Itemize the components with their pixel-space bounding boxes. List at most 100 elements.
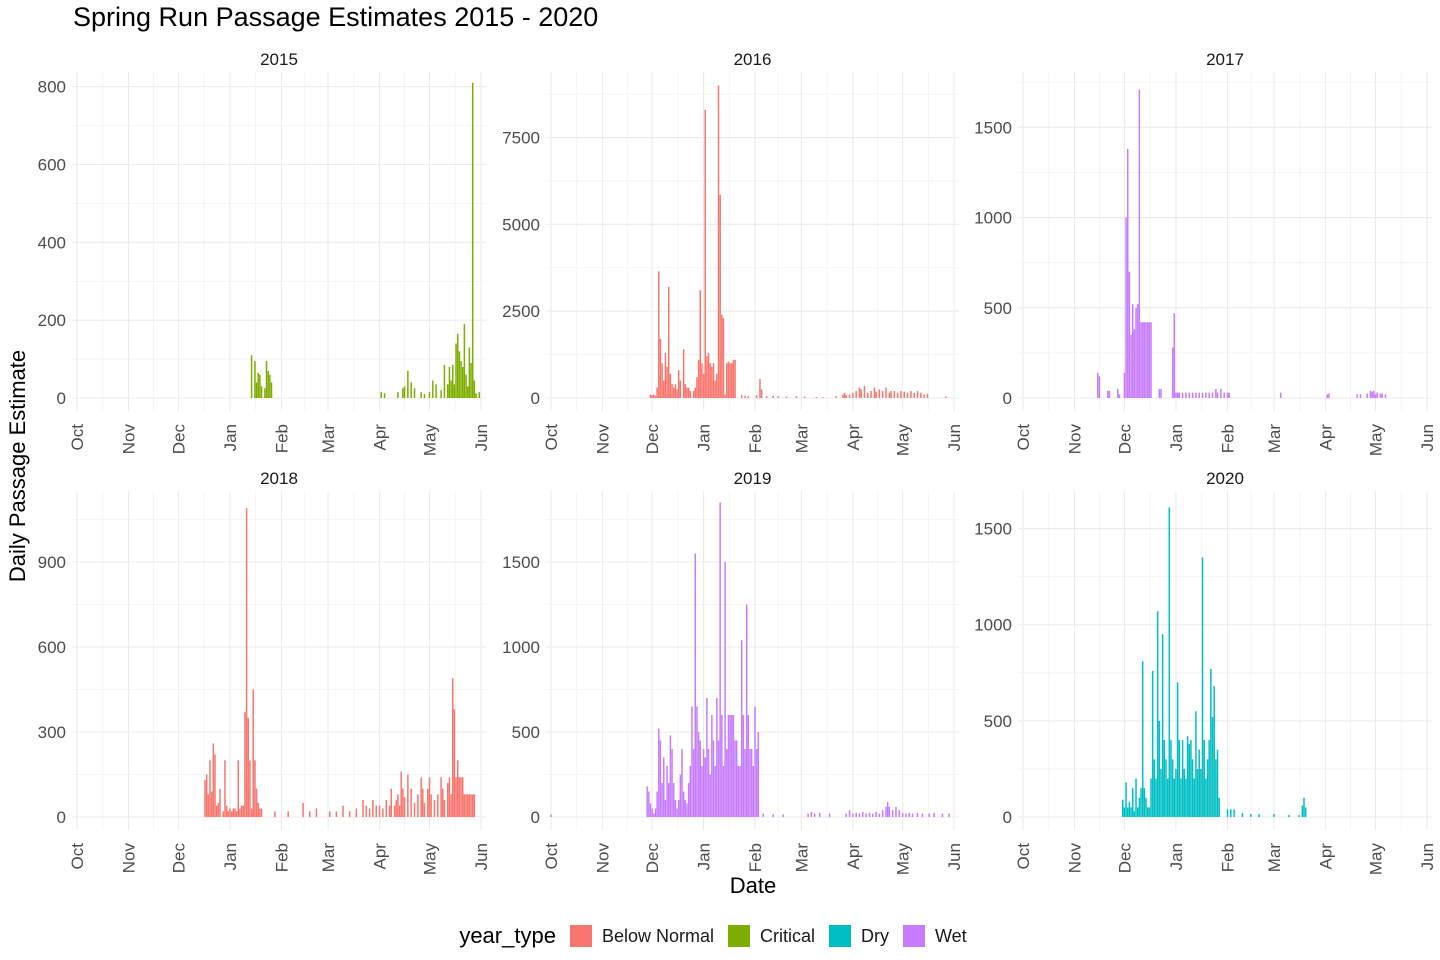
bar xyxy=(862,811,864,817)
bar xyxy=(702,749,705,817)
x-tick-label: Nov xyxy=(120,843,139,874)
bar xyxy=(448,777,451,817)
bar xyxy=(473,380,476,398)
bar xyxy=(696,377,698,398)
bar xyxy=(473,794,476,817)
bar xyxy=(471,82,474,398)
bar xyxy=(270,382,273,398)
bar xyxy=(896,392,899,398)
bar xyxy=(214,754,216,817)
bar xyxy=(654,808,657,817)
bar xyxy=(230,811,233,817)
y-tick-label: 5000 xyxy=(502,215,540,234)
bar xyxy=(661,363,663,398)
bar xyxy=(679,380,682,398)
bar xyxy=(227,811,230,817)
bar xyxy=(1161,634,1164,817)
bar xyxy=(1135,307,1137,398)
bar xyxy=(669,735,672,817)
x-tick-label: Jun xyxy=(1418,843,1437,870)
legend-label-critical: Critical xyxy=(759,925,815,946)
bar xyxy=(1140,322,1142,398)
bar xyxy=(428,392,431,398)
bar xyxy=(382,808,384,817)
bar xyxy=(1381,393,1383,398)
bar xyxy=(465,794,467,817)
bar xyxy=(727,361,730,398)
bar xyxy=(672,783,675,817)
bar xyxy=(1136,807,1139,817)
bar xyxy=(870,391,872,398)
bar xyxy=(460,361,462,398)
bar xyxy=(885,387,887,398)
bar xyxy=(905,813,907,817)
bar xyxy=(653,394,655,398)
bar xyxy=(706,356,708,398)
x-tick-label: Dec xyxy=(169,424,188,455)
bar xyxy=(795,396,798,398)
bar xyxy=(848,394,851,398)
x-tick-label: Oct xyxy=(1014,424,1033,451)
bar xyxy=(468,794,471,817)
bar xyxy=(245,508,248,817)
bar xyxy=(250,355,253,398)
y-tick-label: 0 xyxy=(1003,808,1012,827)
bar xyxy=(451,678,454,817)
bar xyxy=(422,788,424,817)
bar xyxy=(729,715,731,817)
bar xyxy=(204,780,206,817)
bar xyxy=(762,813,765,817)
bar xyxy=(1230,809,1232,817)
bar xyxy=(423,802,426,817)
bar xyxy=(410,788,412,817)
bar xyxy=(1374,394,1377,398)
x-tick-label: May xyxy=(1366,843,1385,876)
bar xyxy=(845,395,847,398)
bar xyxy=(948,813,950,817)
y-tick-label: 500 xyxy=(512,723,540,742)
bar xyxy=(372,800,374,817)
bar xyxy=(229,808,231,817)
bar xyxy=(1128,801,1131,817)
bar xyxy=(453,709,456,817)
bar xyxy=(1215,388,1217,398)
x-tick-label: Feb xyxy=(1218,424,1237,453)
bar xyxy=(744,395,746,398)
bar xyxy=(398,805,401,817)
bar xyxy=(1226,809,1229,817)
bar xyxy=(875,811,877,817)
bar xyxy=(205,774,208,817)
bar xyxy=(646,786,648,817)
bar xyxy=(207,794,210,817)
bar xyxy=(410,382,412,398)
legend-item-dry: Dry xyxy=(829,925,889,947)
bar xyxy=(235,811,238,817)
bar xyxy=(1356,394,1358,398)
x-tick-label: Apr xyxy=(371,843,390,870)
x-tick-label: Dec xyxy=(1115,424,1134,455)
x-tick-label: Oct xyxy=(542,424,561,451)
y-tick-label: 0 xyxy=(531,389,540,408)
bar xyxy=(1273,814,1275,817)
x-tick-label: Nov xyxy=(593,424,612,455)
bar xyxy=(873,387,876,398)
bar xyxy=(461,366,464,398)
bar xyxy=(1126,807,1129,817)
bar xyxy=(1118,394,1121,398)
bar xyxy=(1181,740,1184,817)
bar xyxy=(264,388,266,398)
bar xyxy=(420,392,422,398)
bar xyxy=(269,374,271,398)
bar xyxy=(210,791,213,817)
bar xyxy=(863,385,866,398)
bar xyxy=(890,391,892,398)
bar xyxy=(328,811,331,817)
bar xyxy=(267,370,269,398)
bar xyxy=(1198,392,1200,398)
legend-label-dry: Dry xyxy=(861,925,889,946)
bar xyxy=(407,774,409,817)
bar xyxy=(843,392,846,398)
bar xyxy=(365,805,368,817)
bar xyxy=(807,813,809,817)
x-tick-label: Apr xyxy=(371,424,390,451)
